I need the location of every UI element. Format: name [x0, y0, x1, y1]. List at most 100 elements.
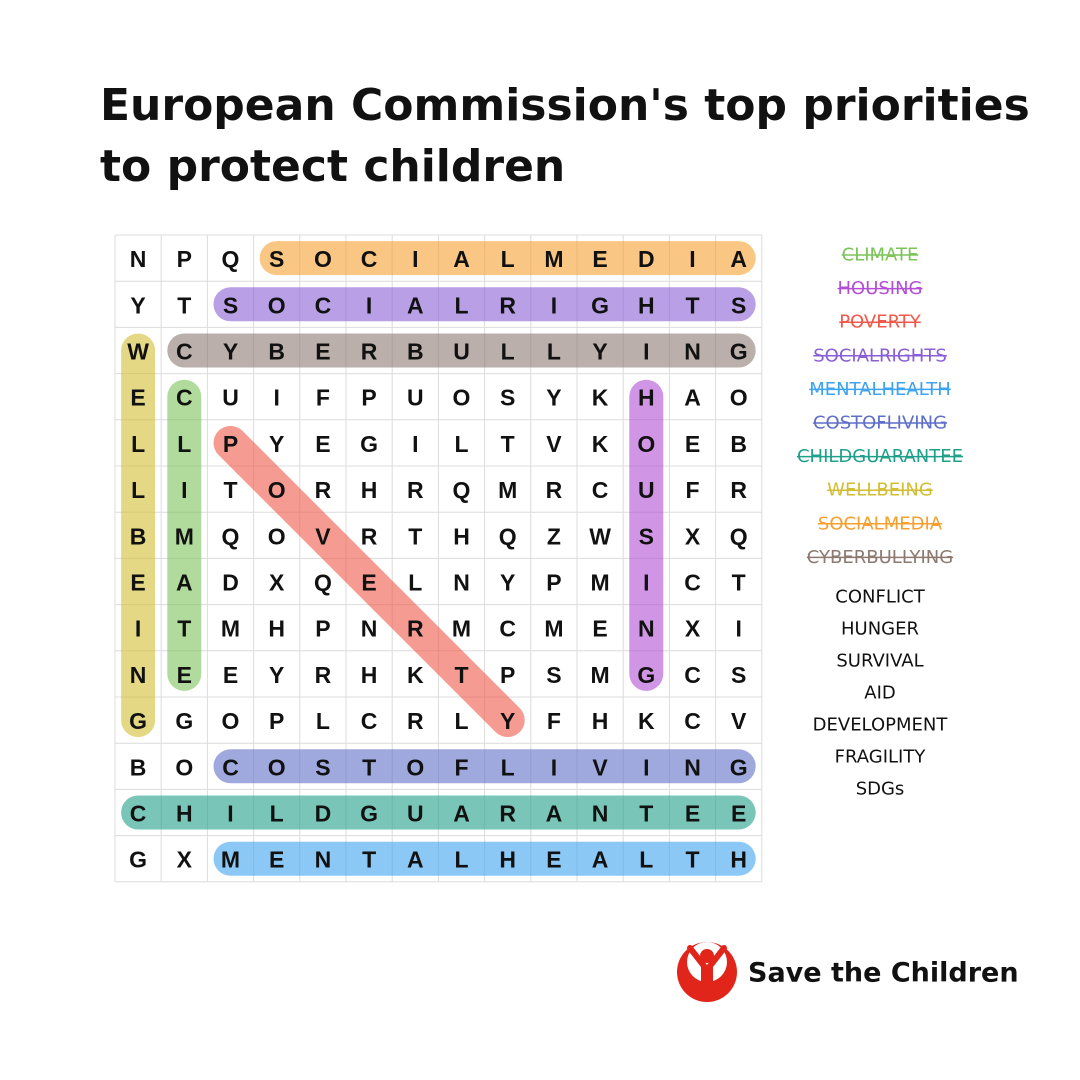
grid-letter: A	[176, 570, 193, 596]
grid-letter: U	[222, 385, 239, 411]
grid-letter: B	[130, 523, 147, 549]
grid-letter: X	[177, 847, 193, 873]
grid-letter: X	[269, 570, 285, 596]
grid-letter: L	[639, 847, 653, 873]
grid-letter: L	[454, 708, 468, 734]
grid-letter: T	[362, 847, 376, 873]
grid-letter: A	[592, 847, 609, 873]
word-highlight	[213, 425, 525, 738]
grid-letter: R	[499, 801, 516, 827]
grid-letter: F	[454, 754, 468, 780]
grid-letter: H	[638, 385, 655, 411]
grid-letter: M	[498, 477, 517, 503]
grid-letter: T	[408, 523, 422, 549]
grid-letter: T	[639, 801, 653, 827]
grid-letter: K	[638, 708, 655, 734]
remaining-word: AID	[864, 683, 895, 704]
grid-letter: N	[638, 616, 655, 642]
grid-letter: N	[315, 847, 332, 873]
grid-letter: H	[268, 616, 285, 642]
grid-letter: S	[639, 523, 654, 549]
grid-letter: C	[361, 708, 378, 734]
grid-letter: Y	[500, 708, 515, 734]
grid-letter: I	[412, 246, 418, 272]
grid-letter: I	[227, 801, 233, 827]
grid-letter: T	[177, 292, 191, 318]
grid-letter: I	[643, 339, 649, 365]
grid-letter: Y	[546, 385, 561, 411]
grid-letter: A	[684, 385, 701, 411]
grid-letter: O	[268, 754, 286, 780]
grid-letter: N	[453, 570, 470, 596]
grid-letter: U	[638, 477, 655, 503]
grid-letter: T	[223, 477, 237, 503]
grid-letter: I	[135, 616, 141, 642]
grid-letter: M	[591, 570, 610, 596]
grid-letter: L	[270, 801, 284, 827]
grid-letter: A	[407, 292, 424, 318]
grid-letter: P	[500, 662, 515, 688]
grid-letter: E	[177, 662, 192, 688]
grid-letter: N	[684, 754, 701, 780]
grid-letter: Q	[222, 246, 240, 272]
title-line: European Commission's top priorities	[100, 80, 1030, 131]
grid-letter: X	[685, 616, 701, 642]
grid-letter: T	[501, 431, 515, 457]
grid-letter: L	[501, 246, 515, 272]
grid-letter: L	[131, 477, 145, 503]
grid-letter: T	[362, 754, 376, 780]
grid-letter: F	[685, 477, 699, 503]
brand-name: Save the Children	[748, 958, 1019, 989]
grid-letter: M	[452, 616, 471, 642]
grid-letter: S	[500, 385, 515, 411]
grid-letter: O	[453, 385, 471, 411]
grid-letter: E	[685, 801, 700, 827]
grid-letter: U	[407, 385, 424, 411]
grid-letter: C	[361, 246, 378, 272]
grid-letter: C	[222, 754, 239, 780]
grid-letter: I	[643, 754, 649, 780]
grid-letter: N	[684, 339, 701, 365]
grid-letter: P	[269, 708, 284, 734]
remaining-word: DEVELOPMENT	[813, 715, 949, 736]
grid-letter: L	[454, 292, 468, 318]
grid-letter: H	[638, 292, 655, 318]
grid-letter: R	[315, 662, 332, 688]
grid-letter: D	[222, 570, 239, 596]
grid-letter: T	[454, 662, 468, 688]
grid-letter: H	[453, 523, 470, 549]
grid-letter: C	[684, 662, 701, 688]
grid-letter: I	[551, 754, 557, 780]
grid-letter: I	[643, 570, 649, 596]
grid-letter: I	[551, 292, 557, 318]
grid-letter: V	[592, 754, 608, 780]
grid-letter: I	[274, 385, 280, 411]
grid-letter: O	[222, 708, 240, 734]
grid-letter: L	[547, 339, 561, 365]
grid-letter: C	[176, 385, 193, 411]
grid-letter: M	[544, 246, 563, 272]
grid-letter: C	[684, 570, 701, 596]
grid-letter: T	[685, 292, 699, 318]
grid-letter: R	[407, 616, 424, 642]
grid-letter: P	[177, 246, 192, 272]
grid-letter: S	[315, 754, 330, 780]
grid-letter: B	[130, 754, 147, 780]
grid-letter: P	[361, 385, 376, 411]
grid-letter: T	[177, 616, 191, 642]
grid-letter: K	[407, 662, 424, 688]
grid-letter: G	[360, 801, 378, 827]
grid-letter: G	[730, 339, 748, 365]
grid-letter: W	[589, 523, 611, 549]
grid-letter: N	[130, 246, 147, 272]
grid-letter: U	[407, 801, 424, 827]
grid-letter: Q	[222, 523, 240, 549]
grid-letter: X	[685, 523, 701, 549]
grid-letter: O	[314, 246, 332, 272]
grid-letter: H	[361, 477, 378, 503]
remaining-word: CONFLICT	[835, 587, 925, 608]
grid-letter: O	[268, 477, 286, 503]
grid-letter: M	[544, 616, 563, 642]
grid-letter: M	[175, 523, 194, 549]
